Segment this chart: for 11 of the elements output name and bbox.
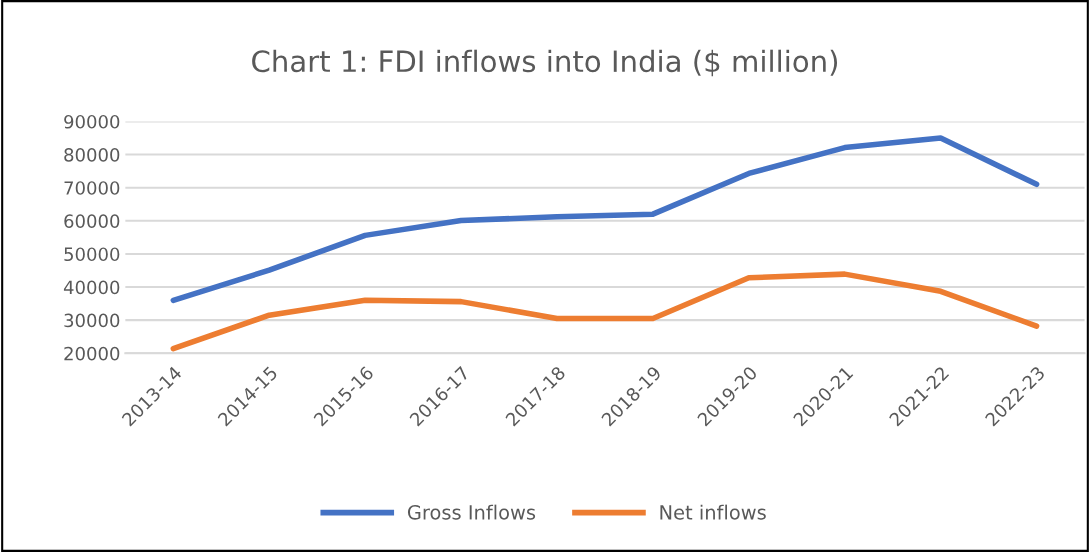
y-tick-label: 20000 [64, 346, 120, 361]
y-tick-label: 90000 [64, 114, 120, 129]
y-tick-label: 70000 [64, 181, 120, 195]
y-tick-label: 30000 [64, 313, 120, 328]
y-tick-label: 50000 [64, 247, 120, 262]
y-tick-label: 80000 [64, 148, 120, 162]
legend-label: Gross Inflows [407, 504, 536, 520]
legend-label: Net inflows [660, 504, 766, 520]
y-tick-label: 40000 [63, 280, 120, 295]
chart-title: Chart 1: FDI inflows into India ($ million) [252, 49, 838, 77]
y-tick-label: 60000 [64, 214, 120, 228]
